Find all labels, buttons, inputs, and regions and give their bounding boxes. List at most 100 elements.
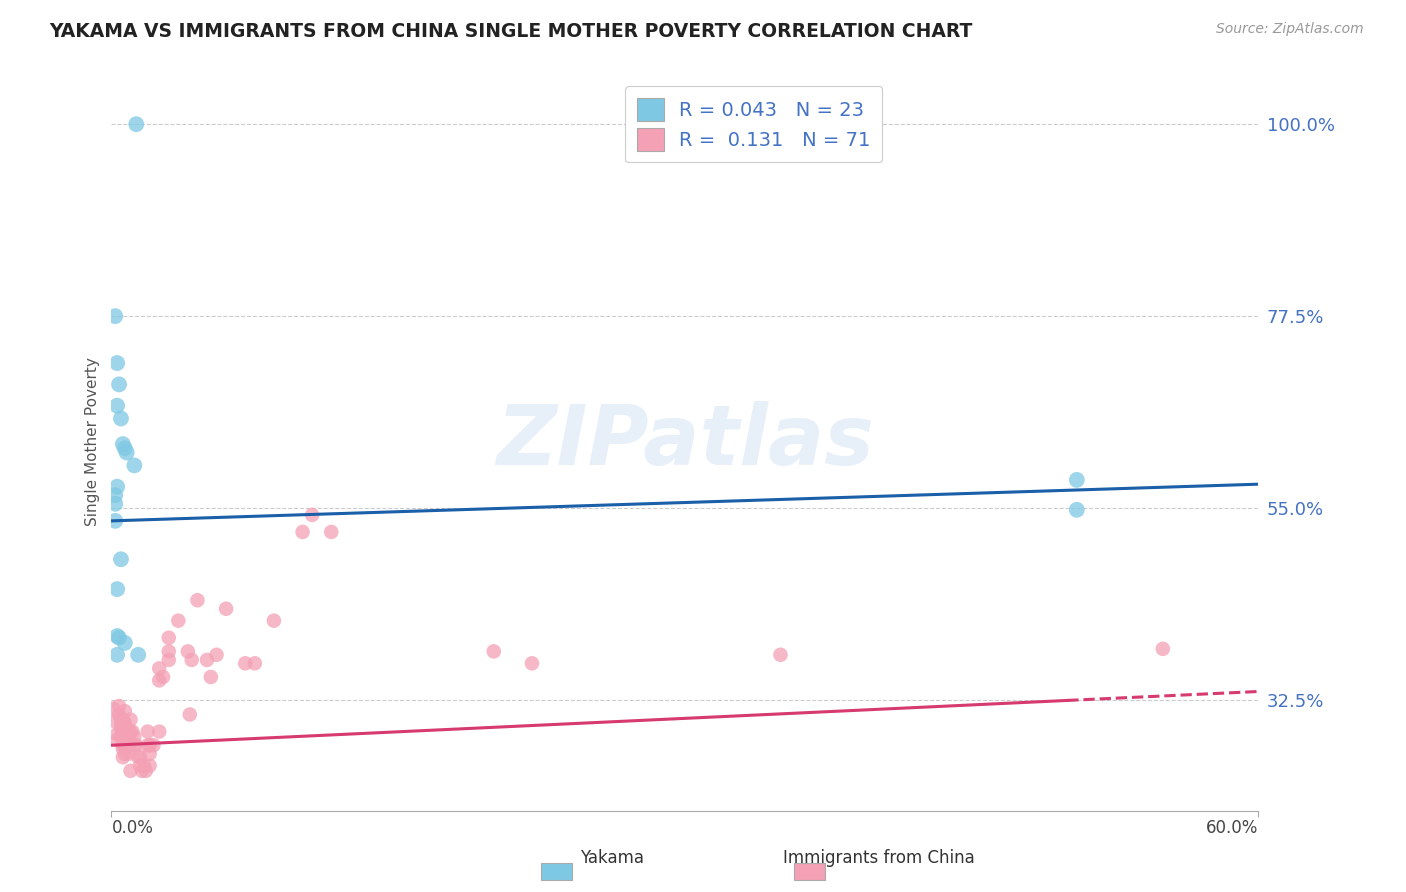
Point	[115, 445, 138, 459]
Point	[111, 713, 134, 727]
Point	[108, 698, 131, 713]
Point	[110, 730, 132, 744]
Point	[157, 653, 180, 667]
Point	[105, 582, 128, 596]
Point	[138, 758, 160, 772]
Point	[148, 673, 170, 688]
Point	[1152, 641, 1174, 656]
Point	[233, 657, 256, 671]
Point	[108, 707, 131, 722]
Point	[104, 497, 127, 511]
Point	[114, 741, 136, 756]
Point	[117, 733, 139, 747]
Point	[105, 727, 128, 741]
Point	[1066, 473, 1088, 487]
Point	[132, 758, 155, 772]
Point	[114, 747, 136, 761]
Point	[129, 758, 152, 772]
Point	[127, 648, 149, 662]
Point	[177, 644, 200, 658]
Point	[125, 738, 148, 752]
Point	[111, 750, 134, 764]
Text: YAKAMA VS IMMIGRANTS FROM CHINA SINGLE MOTHER POVERTY CORRELATION CHART: YAKAMA VS IMMIGRANTS FROM CHINA SINGLE M…	[49, 22, 973, 41]
Point	[110, 552, 132, 566]
Point	[104, 488, 127, 502]
Point	[104, 309, 127, 323]
Point	[131, 764, 153, 778]
Point	[136, 724, 159, 739]
Point	[105, 399, 128, 413]
Point	[110, 721, 132, 735]
Point	[157, 644, 180, 658]
Point	[114, 442, 136, 456]
Point	[125, 117, 148, 131]
Point	[148, 724, 170, 739]
Point	[124, 458, 146, 473]
Point	[124, 738, 146, 752]
Point	[301, 508, 323, 522]
Point	[110, 716, 132, 731]
Point	[205, 648, 228, 662]
Point	[114, 636, 136, 650]
Point	[136, 738, 159, 752]
Point	[769, 648, 792, 662]
Point	[105, 356, 128, 370]
Point	[108, 631, 131, 645]
Text: 0.0%: 0.0%	[111, 820, 153, 838]
Point	[157, 631, 180, 645]
Point	[152, 670, 174, 684]
Point	[117, 747, 139, 761]
Point	[167, 614, 190, 628]
Point	[108, 377, 131, 392]
Point	[115, 733, 138, 747]
Point	[120, 764, 142, 778]
Point	[291, 524, 314, 539]
Point	[105, 648, 128, 662]
Text: Source: ZipAtlas.com: Source: ZipAtlas.com	[1216, 22, 1364, 37]
Y-axis label: Single Mother Poverty: Single Mother Poverty	[86, 358, 100, 526]
Point	[321, 524, 343, 539]
Point	[186, 593, 208, 607]
Point	[215, 601, 238, 615]
Point	[114, 716, 136, 731]
Point	[180, 653, 202, 667]
Text: Yakama: Yakama	[579, 849, 644, 867]
Text: 60.0%: 60.0%	[1206, 820, 1258, 838]
Point	[179, 707, 201, 722]
Point	[114, 704, 136, 718]
Point	[129, 750, 152, 764]
Point	[200, 670, 222, 684]
Point	[1066, 502, 1088, 516]
Point	[195, 653, 218, 667]
Point	[105, 480, 128, 494]
Point	[135, 764, 157, 778]
Point	[520, 657, 543, 671]
Point	[103, 701, 125, 715]
Point	[138, 747, 160, 761]
Point	[117, 738, 139, 752]
Point	[104, 714, 127, 729]
Point	[111, 724, 134, 739]
Point	[111, 738, 134, 752]
Point	[263, 614, 285, 628]
Point	[138, 738, 160, 752]
Point	[105, 629, 128, 643]
Point	[111, 741, 134, 756]
Point	[110, 411, 132, 425]
Point	[111, 437, 134, 451]
Point	[127, 750, 149, 764]
Point	[115, 724, 138, 739]
Point	[124, 730, 146, 744]
Text: ZIPatlas: ZIPatlas	[496, 401, 875, 483]
Point	[120, 724, 142, 739]
Legend: R = 0.043   N = 23, R =  0.131   N = 71: R = 0.043 N = 23, R = 0.131 N = 71	[626, 87, 883, 162]
Point	[104, 514, 127, 528]
Point	[115, 721, 138, 735]
Point	[482, 644, 505, 658]
Point	[243, 657, 266, 671]
Point	[142, 738, 165, 752]
Point	[148, 661, 170, 675]
Point	[121, 724, 143, 739]
Point	[110, 712, 132, 726]
Text: Immigrants from China: Immigrants from China	[783, 849, 974, 867]
